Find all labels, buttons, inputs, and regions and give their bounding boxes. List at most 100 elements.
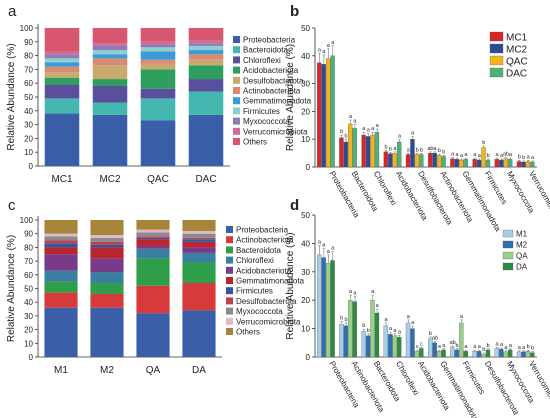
- significance-letter: a: [331, 246, 335, 252]
- bar-segment-MC1-Others: [44, 28, 80, 52]
- legend-label: Verrucomicrobiota: [243, 127, 308, 136]
- bar-Verrucomicrobiota-DA: [530, 352, 535, 358]
- bar-segment-DAC-Chloroflexi: [188, 79, 224, 92]
- y-tick-label: 50: [24, 285, 33, 294]
- y-tick-label: 30: [24, 121, 33, 130]
- significance-letter: b: [345, 317, 348, 323]
- y-tick-label: 20: [301, 296, 310, 305]
- bar-segment-DA-Firmicutes: [182, 239, 216, 242]
- significance-letter: b: [340, 129, 343, 135]
- legend-label: Acidobacteriota: [243, 66, 299, 75]
- bar-Chloroflexi-QAC: [370, 134, 375, 168]
- bar-Desulfobacterota-DA: [485, 349, 491, 358]
- y-tick-label: 10: [301, 135, 310, 144]
- bar-segment-M2-Actinobacteriota: [90, 293, 124, 308]
- legend-swatch-Bacteroidota: [226, 246, 233, 254]
- bar-segment-QAC-Gemmatimonadota: [140, 51, 176, 60]
- bar-segment-DAC-Verrucomicrobiota: [188, 40, 224, 44]
- legend-label: Firmicutes: [236, 287, 273, 296]
- bar-Desulfobacterota-QAC: [414, 154, 420, 168]
- bar-Firmicutes-QAC: [481, 147, 486, 168]
- y-tick-label: 0: [29, 162, 34, 171]
- panel-label-d: d: [290, 197, 299, 214]
- legend-swatch-Desulfobacterota: [233, 76, 240, 84]
- bar-segment-DA-Proteobacteria: [182, 310, 216, 357]
- bar-segment-DAC-Myxococcota: [188, 43, 224, 46]
- bar-Bacteroidota-MC2: [343, 141, 349, 168]
- y-axis-title: Relative Abundance (%): [6, 43, 17, 150]
- bar-Actinobacteriota-MC1: [428, 152, 433, 168]
- significance-letter: b: [345, 134, 348, 140]
- bar-Gemmatimonadota-M2: [432, 342, 437, 358]
- bar-segment-M1-Firmicutes: [44, 243, 78, 248]
- bar-segment-QAC-Desulfobacterota: [140, 63, 176, 70]
- significance-letter: a: [349, 114, 353, 120]
- legend-swatch-Chloroflexi: [226, 256, 233, 264]
- significance-letter: a: [504, 345, 508, 351]
- legend-label: Gemmatimonadota: [236, 277, 305, 286]
- bar-Gemmatimonadota-MC2: [454, 159, 460, 168]
- bar-segment-QAC-Actinobacteriota: [140, 59, 176, 64]
- legend-swatch-Acidobacteriota: [233, 66, 240, 74]
- significance-letter: a: [376, 123, 380, 129]
- bar-Firmicutes-DA: [463, 351, 468, 358]
- legend-swatch-MC2: [489, 43, 504, 54]
- bar-Desulfobacterota-MC2: [410, 139, 415, 168]
- significance-letter: a: [509, 152, 513, 158]
- significance-letter: a: [393, 328, 397, 334]
- legend-swatch-Actinobacteriota: [233, 87, 240, 94]
- bar-Gemmatimonadota-QAC: [459, 159, 464, 168]
- bar-segment-DA-Others: [182, 220, 216, 231]
- bar-segment-MC1-Chloroflexi: [44, 84, 80, 99]
- y-axis-title: Relative Abundance (%): [285, 44, 296, 151]
- bar-Chloroflexi-M2: [388, 334, 393, 358]
- bar-segment-M2-Verrucomicrobiota: [90, 235, 124, 238]
- legend-swatch-Others: [226, 328, 233, 335]
- y-axis-title: Relative Abundance (%): [6, 235, 17, 342]
- legend-swatch-QAC: [489, 55, 504, 66]
- significance-letter: a: [407, 147, 411, 153]
- bar-Actinobacteriota-M2: [343, 325, 349, 358]
- legend-swatch-DAC: [489, 67, 504, 78]
- bar-segment-QAC-Acidobacteriota: [140, 69, 176, 89]
- significance-letter: a: [527, 154, 531, 160]
- bar-segment-M1-Proteobacteria: [44, 307, 78, 357]
- x-tick-label: M1: [54, 365, 68, 376]
- legend-label: Actinobacteriota: [243, 87, 301, 96]
- bar-Firmicutes-M2: [454, 349, 460, 358]
- bar-Proteobacteria-DAC: [330, 55, 335, 168]
- significance-letter: a: [327, 43, 331, 49]
- significance-letter: a: [473, 344, 477, 350]
- bar-segment-QA-Firmicutes: [136, 237, 170, 240]
- bar-segment-DA-Myxococcota: [182, 233, 216, 238]
- significance-letter: a: [518, 345, 522, 351]
- significance-letter: a: [371, 289, 375, 295]
- y-tick-label: 70: [24, 257, 33, 266]
- y-tick-label: 20: [301, 107, 310, 116]
- legend-label: QA: [516, 252, 528, 261]
- bar-segment-MC1-Desulfobacterota: [44, 72, 80, 78]
- bar-segment-M1-Desulfobacterota: [44, 240, 78, 244]
- legend-label: Proteobacteria: [243, 36, 296, 45]
- legend-swatch-Gemmatimonadota: [226, 277, 233, 284]
- significance-letter: a: [353, 119, 357, 125]
- significance-letter: a: [389, 326, 393, 332]
- bar-segment-MC2-Myxococcota: [92, 45, 128, 51]
- bar-segment-M2-Chloroflexi: [90, 272, 124, 284]
- significance-letter: b: [340, 315, 343, 321]
- significance-letter: a: [318, 240, 322, 246]
- bar-Desulfobacterota-MC1: [405, 154, 411, 168]
- legend-swatch-Actinobacteriota: [226, 236, 233, 244]
- bar-Proteobacteria-M2: [321, 257, 326, 358]
- significance-letter: a: [322, 49, 326, 55]
- y-tick-label: 70: [24, 65, 33, 74]
- significance-letter: a: [460, 153, 464, 159]
- bar-segment-M2-Proteobacteria: [90, 307, 124, 357]
- bar-Proteobacteria-MC1: [317, 62, 322, 168]
- legend-swatch-MC1: [489, 31, 504, 42]
- significance-letter: b: [482, 140, 485, 146]
- significance-letter: a: [496, 152, 500, 158]
- bar-Proteobacteria-DA: [330, 260, 335, 358]
